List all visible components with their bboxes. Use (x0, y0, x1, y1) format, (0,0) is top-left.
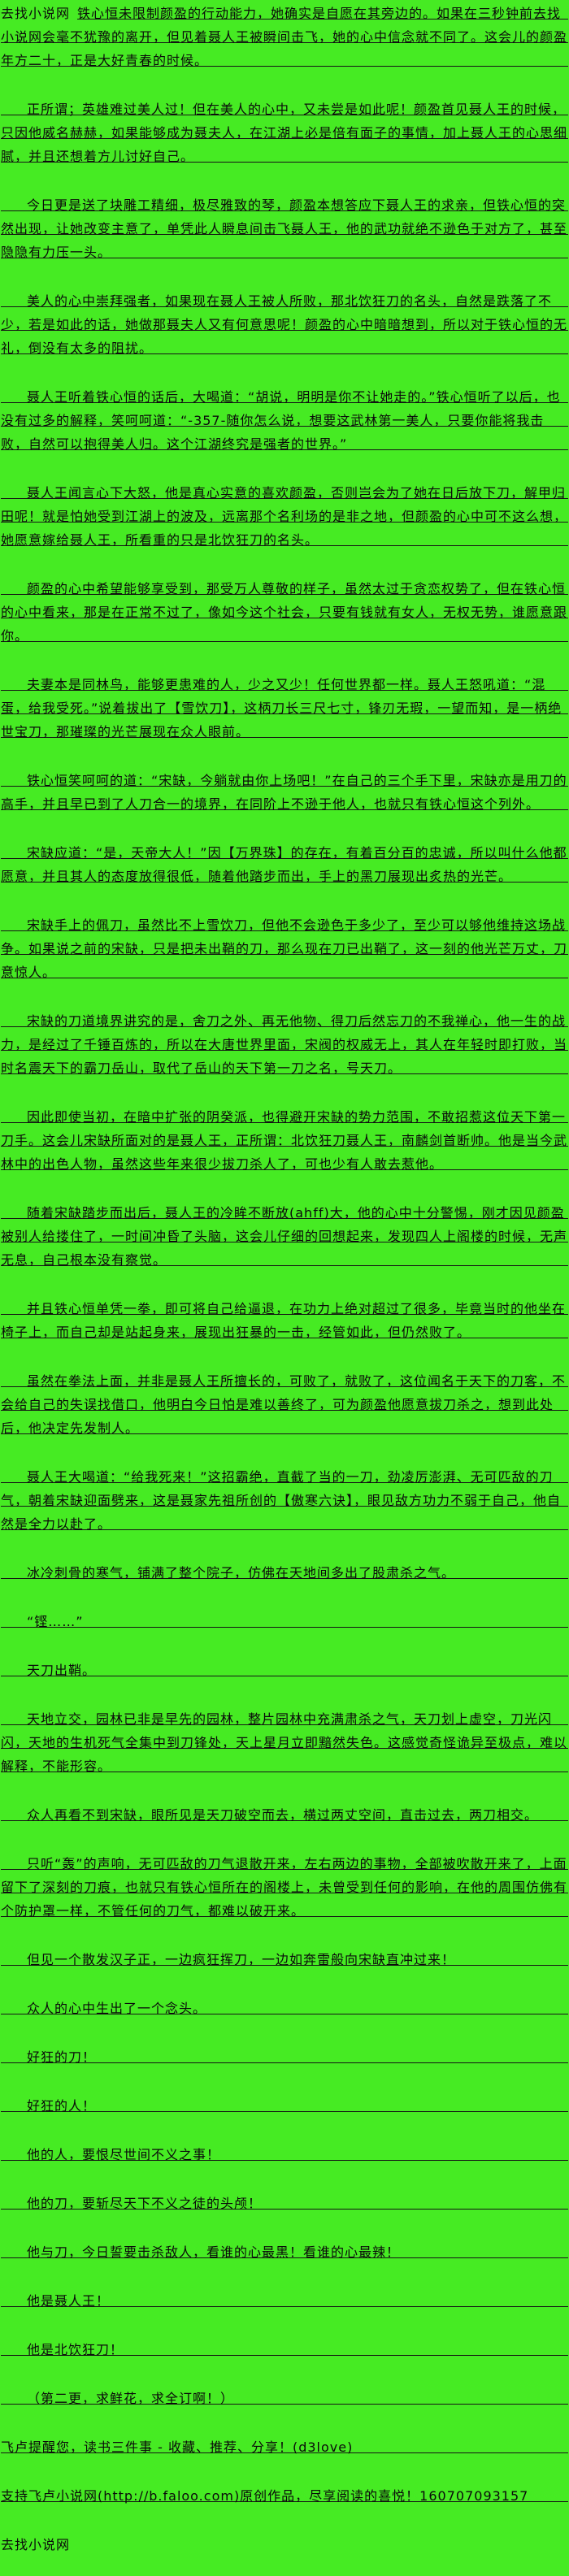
paragraph-text: 冰冷刺骨的寒气，铺满了整个院子，仿佛在天地间多出了股肃杀之气。 (27, 1565, 456, 1581)
paragraph: 聂人王闻言心下大怒，他是真心实意的喜欢颜盈，否则岂会为了她在日后放下刀，解甲归田… (1, 481, 568, 552)
paragraph: 他是聂人王！ (1, 2289, 568, 2313)
paragraph: 只听“轰”的声响，无可匹敌的刀气退散开来，左右两边的事物，全部被吹散开来了，上面… (1, 1852, 568, 1923)
paragraph-text: 美人的心中崇拜强者，如果现在聂人王被人所败，那北饮狂刀的名头，自然是跌落了不少，… (1, 293, 568, 356)
paragraph: 聂人王听着铁心恒的话后，大喝道：“胡说，明明是你不让她走的。”铁心恒听了以后，也… (1, 385, 568, 456)
paragraph: 去找小说网 铁心恒未限制颜盈的行动能力，她确实是自愿在其旁边的。如果在三秒钟前去找… (1, 2, 568, 72)
paragraph: 颜盈的心中希望能够享受到，那受万人尊敬的样子，虽然太过于贪恋权势了，但在铁心恒的… (1, 577, 568, 648)
paragraph: 冰冷刺骨的寒气，铺满了整个院子，仿佛在天地间多出了股肃杀之气。 (1, 1561, 568, 1585)
paragraph-text: 颜盈的心中希望能够享受到，那受万人尊敬的样子，虽然太过于贪恋权势了，但在铁心恒的… (1, 581, 568, 644)
paragraph-text: 众人的心中生出了一个念头。 (27, 2001, 207, 2016)
paragraph: 铁心恒笑呵呵的道：“宋缺，今躺就由你上场吧！”在自己的三个手下里，宋缺亦是用刀的… (1, 769, 568, 816)
paragraph: 天刀出鞘。 (1, 1659, 568, 1682)
paragraph-text: （第二更，求鲜花，求全订啊！） (27, 2391, 235, 2406)
paragraph: 他与刀，今日誓要击杀敌人，看谁的心最黑！看谁的心最辣！ (1, 2240, 568, 2264)
paragraph: 众人再看不到宋缺，眼所见是天刀破空而去，横过两丈空间，直击过去，两刀相交。 (1, 1803, 568, 1827)
paragraph-text: 天地立交，园林已非是早先的园林，整片园林中充满肃杀之气，天刀划上虚空，刀光闪闪，… (1, 1711, 568, 1774)
paragraph-text: 聂人王大喝道：“给我死来！”这招霸绝，直截了当的一刀，劲凌厉澎湃、无可匹敌的刀气… (1, 1469, 562, 1532)
paragraph-text: 但见一个散发汉子正，一边疯狂挥刀，一边如奔雷般向宋缺直冲过来！ (27, 1952, 456, 1967)
paragraph: 他的刀，要斩尽天下不义之徒的头颅！ (1, 2192, 568, 2215)
paragraph: 天地立交，园林已非是早先的园林，整片园林中充满肃杀之气，天刀划上虚空，刀光闪闪，… (1, 1707, 568, 1778)
paragraph: 宋缺应道：“是，天帝大人！”因【万界珠】的存在，有着百分百的忠诚，所以叫什么他都… (1, 841, 568, 888)
paragraph-text: 他的刀，要斩尽天下不义之徒的头颅！ (27, 2196, 263, 2211)
paragraph-text: 好狂的刀！ (27, 2049, 97, 2065)
paragraph-text: 正所谓；英雄难过美人过！但在美人的心中，又未尝是如此呢！颜盈首见聂人王的时候，只… (1, 102, 568, 164)
paragraph-text: 飞卢提醒您，读书三件事 - 收藏、推荐、分享！(d3love) (1, 2439, 354, 2455)
footer-note: 支持飞卢小说网(http://b.faloo.com)原创作品，尽享阅读的喜悦！… (1, 2484, 568, 2508)
paragraph-text: 他与刀，今日誓要击杀敌人，看谁的心最黑！看谁的心最辣！ (27, 2244, 401, 2260)
paragraph-text: 宋缺手上的佩刀，虽然比不上雪饮刀，但他不会逊色于多少了，至少可以够他维持这场战争… (1, 917, 568, 980)
paragraph: 宋缺手上的佩刀，虽然比不上雪饮刀，但他不会逊色于多少了，至少可以够他维持这场战争… (1, 913, 568, 984)
paragraph: 虽然在拳法上面，并非是聂人王所擅长的，可败了，就败了，这位闻名于天下的刀客，不会… (1, 1369, 568, 1440)
paragraph-text: 他是聂人王！ (27, 2293, 111, 2309)
paragraph: 好狂的人！ (1, 2094, 568, 2118)
paragraph-text: 众人再看不到宋缺，眼所见是天刀破空而去，横过两丈空间，直击过去，两刀相交。 (27, 1807, 539, 1823)
paragraph-text: 好狂的人！ (27, 2098, 97, 2114)
paragraph-text: 天刀出鞘。 (27, 1663, 97, 1678)
paragraph: 他的人，要恨尽世间不义之事！ (1, 2143, 568, 2166)
paragraph-text: 去找小说网 (1, 2537, 71, 2552)
paragraph: 美人的心中崇拜强者，如果现在聂人王被人所败，那北饮狂刀的名头，自然是跌落了不少，… (1, 289, 568, 360)
paragraph-text: 只听“轰”的声响，无可匹敌的刀气退散开来，左右两边的事物，全部被吹散开来了，上面… (1, 1856, 568, 1919)
paragraph-text: 支持飞卢小说网(http://b.faloo.com)原创作品，尽享阅读的喜悦！… (1, 2488, 529, 2504)
paragraph-text: 聂人王闻言心下大怒，他是真心实意的喜欢颜盈，否则岂会为了她在日后放下刀，解甲归田… (1, 485, 568, 548)
paragraph-text: 夫妻本是同林鸟，能够更患难的人，少之又少！任何世界都一样。聂人王怒吼道：“混蛋，… (1, 677, 562, 739)
paragraph-text: “铿……” (27, 1614, 84, 1629)
paragraph: 众人的心中生出了一个念头。 (1, 1997, 568, 2020)
paragraph-text: 虽然在拳法上面，并非是聂人王所擅长的，可败了，就败了，这位闻名于天下的刀客，不会… (1, 1373, 567, 1436)
watermark-text: 去找小说网 (1, 2533, 568, 2556)
paragraph: 正所谓；英雄难过美人过！但在美人的心中，又未尝是如此呢！颜盈首见聂人王的时候，只… (1, 98, 568, 168)
paragraph: （第二更，求鲜花，求全订啊！） (1, 2387, 568, 2410)
paragraph-text: 随着宋缺踏步而出后，聂人王的冷眸不断放(ahff)大，他的心中十分警惕，刚才因见… (1, 1205, 568, 1268)
paragraph: 并且铁心恒单凭一拳，即可将自己给逼退，在功力上绝对超过了很多，毕竟当时的他坐在椅… (1, 1297, 568, 1344)
paragraph: 夫妻本是同林鸟，能够更患难的人，少之又少！任何世界都一样。聂人王怒吼道：“混蛋，… (1, 673, 568, 744)
paragraph-text: 他是北饮狂刀！ (27, 2342, 124, 2357)
paragraph: 因此即使当初，在暗中扩张的阴癸派，也得避开宋缺的势力范围，不敢招惹这位天下第一刀… (1, 1105, 568, 1176)
paragraph-text: 聂人王听着铁心恒的话后，大喝道：“胡说，明明是你不让她走的。”铁心恒听了以后，也… (1, 389, 561, 452)
paragraph-text: 宋缺的刀道境界讲究的是，舍刀之外、再无他物、得刀后然忘刀的不我禅心，他一生的战力… (1, 1013, 568, 1076)
paragraph: 他是北饮狂刀！ (1, 2338, 568, 2361)
paragraph-text: 因此即使当初，在暗中扩张的阴癸派，也得避开宋缺的势力范围，不敢招惹这位天下第一刀… (1, 1109, 568, 1172)
footer-note: 飞卢提醒您，读书三件事 - 收藏、推荐、分享！(d3love) (1, 2435, 568, 2459)
paragraph-text: 并且铁心恒单凭一拳，即可将自己给逼退，在功力上绝对超过了很多，毕竟当时的他坐在椅… (1, 1301, 567, 1340)
paragraph-text: 他的人，要恨尽世间不义之事！ (27, 2147, 221, 2162)
paragraph-text: 今日更是送了块雕工精细，极尽雅致的琴，颜盈本想答应下聂人王的求亲，但铁心恒的突然… (1, 197, 568, 260)
paragraph: 聂人王大喝道：“给我死来！”这招霸绝，直截了当的一刀，劲凌厉澎湃、无可匹敌的刀气… (1, 1465, 568, 1536)
paragraph: “铿……” (1, 1610, 568, 1633)
paragraph-text: 宋缺应道：“是，天帝大人！”因【万界珠】的存在，有着百分百的忠诚，所以叫什么他都… (1, 845, 567, 884)
paragraph: 今日更是送了块雕工精细，极尽雅致的琴，颜盈本想答应下聂人王的求亲，但铁心恒的突然… (1, 193, 568, 264)
paragraph: 随着宋缺踏步而出后，聂人王的冷眸不断放(ahff)大，他的心中十分警惕，刚才因见… (1, 1201, 568, 1272)
paragraph: 但见一个散发汉子正，一边疯狂挥刀，一边如奔雷般向宋缺直冲过来！ (1, 1948, 568, 1971)
paragraph-text: 铁心恒未限制颜盈的行动能力，她确实是自愿在其旁边的。如果在三秒钟前去找小说网会毫… (1, 6, 568, 68)
paragraph: 好狂的刀！ (1, 2045, 568, 2069)
paragraph-text: 铁心恒笑呵呵的道：“宋缺，今躺就由你上场吧！”在自己的三个手下里，宋缺亦是用刀的… (1, 773, 567, 812)
watermark-prefix: 去找小说网 (1, 6, 78, 21)
paragraph: 宋缺的刀道境界讲究的是，舍刀之外、再无他物、得刀后然忘刀的不我禅心，他一生的战力… (1, 1009, 568, 1080)
